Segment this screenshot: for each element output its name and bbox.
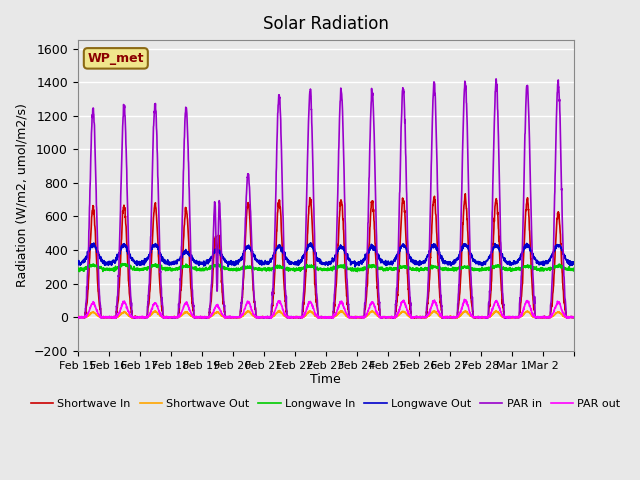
Line: PAR in: PAR in — [77, 79, 573, 318]
Shortwave Out — [475, 314, 483, 320]
Longwave In — [124, 263, 131, 269]
PAR out — [355, 314, 363, 320]
Line: Shortwave Out: Shortwave Out — [77, 311, 573, 318]
Shortwave Out — [124, 312, 131, 317]
PAR in — [74, 314, 81, 320]
Longwave In — [353, 269, 361, 275]
PAR in — [563, 315, 571, 321]
Longwave In — [118, 261, 126, 266]
Shortwave In — [355, 314, 363, 320]
PAR in — [570, 314, 577, 320]
Shortwave In — [74, 314, 81, 320]
Longwave In — [230, 267, 238, 273]
PAR out — [132, 315, 140, 321]
Longwave Out — [475, 262, 483, 268]
PAR out — [570, 314, 577, 320]
PAR in — [475, 314, 483, 320]
Longwave Out — [503, 260, 511, 266]
Longwave In — [503, 266, 511, 272]
Shortwave Out — [161, 315, 168, 321]
PAR out — [475, 314, 483, 320]
Line: PAR out: PAR out — [77, 300, 573, 318]
Longwave Out — [307, 240, 315, 246]
X-axis label: Time: Time — [310, 373, 341, 386]
Longwave Out — [570, 259, 577, 265]
Shortwave In — [461, 191, 469, 197]
PAR out — [563, 315, 571, 321]
Shortwave Out — [563, 314, 571, 320]
PAR out — [503, 314, 511, 320]
Longwave Out — [355, 262, 363, 268]
Longwave Out — [351, 264, 359, 270]
Longwave In — [475, 267, 483, 273]
Y-axis label: Radiation (W/m2, umol/m2/s): Radiation (W/m2, umol/m2/s) — [15, 104, 28, 288]
PAR in — [124, 198, 131, 204]
PAR in — [230, 314, 238, 320]
Shortwave Out — [276, 308, 284, 313]
Shortwave In — [503, 314, 511, 320]
Longwave Out — [563, 258, 571, 264]
Title: Solar Radiation: Solar Radiation — [262, 15, 388, 33]
Longwave Out — [124, 246, 131, 252]
PAR in — [503, 314, 511, 320]
Line: Longwave Out: Longwave Out — [77, 243, 573, 267]
PAR out — [74, 314, 81, 320]
Shortwave In — [124, 252, 131, 258]
Shortwave Out — [230, 314, 238, 320]
Shortwave In — [230, 314, 238, 320]
Shortwave In — [475, 314, 483, 320]
Longwave Out — [74, 261, 81, 267]
PAR out — [461, 297, 468, 302]
Shortwave In — [570, 314, 577, 320]
Text: WP_met: WP_met — [88, 52, 144, 65]
PAR out — [230, 314, 238, 320]
Shortwave Out — [570, 314, 577, 320]
Longwave In — [355, 266, 363, 272]
PAR in — [492, 76, 500, 82]
Legend: Shortwave In, Shortwave Out, Longwave In, Longwave Out, PAR in, PAR out: Shortwave In, Shortwave Out, Longwave In… — [26, 395, 625, 414]
PAR in — [355, 314, 363, 320]
Shortwave Out — [74, 315, 81, 321]
Longwave In — [563, 266, 571, 272]
Longwave Out — [230, 263, 238, 268]
Longwave In — [74, 266, 81, 272]
PAR in — [97, 315, 105, 321]
Longwave In — [570, 265, 577, 271]
Shortwave In — [563, 314, 571, 320]
Shortwave Out — [503, 314, 511, 320]
PAR out — [124, 305, 131, 311]
Shortwave Out — [355, 314, 363, 320]
Line: Shortwave In: Shortwave In — [77, 194, 573, 318]
Line: Longwave In: Longwave In — [77, 264, 573, 272]
Shortwave In — [109, 315, 117, 321]
